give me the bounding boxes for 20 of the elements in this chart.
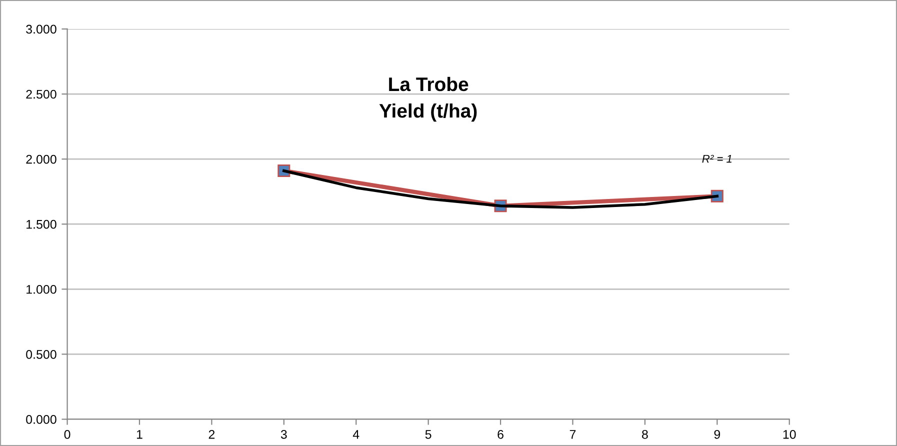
x-tick-label: 0 bbox=[64, 430, 70, 439]
y-tick-label: 1.000 bbox=[26, 284, 56, 294]
x-tick-label: 9 bbox=[714, 430, 720, 439]
y-tick-label: 1.500 bbox=[26, 220, 56, 229]
x-tick-label: 8 bbox=[642, 430, 648, 439]
x-tick-label: 3 bbox=[280, 430, 287, 439]
x-tick-label: 7 bbox=[570, 430, 576, 439]
x-tick-label: 5 bbox=[425, 430, 432, 439]
x-tick-label: 2 bbox=[208, 430, 215, 439]
x-tick-label: 10 bbox=[783, 430, 796, 439]
annotation: R² = 1 bbox=[702, 154, 732, 163]
x-tick-label: 1 bbox=[136, 430, 142, 439]
y-tick-label: 2.000 bbox=[26, 154, 56, 164]
y-tick-label: 0.500 bbox=[26, 350, 56, 359]
y-tick-label: 3.000 bbox=[26, 24, 56, 34]
x-tick-label: 4 bbox=[352, 430, 360, 439]
y-tick-label: 0.000 bbox=[26, 415, 56, 424]
text: La Trobe Yield (t/ha) bbox=[379, 76, 477, 122]
x-tick-label: 6 bbox=[498, 430, 504, 439]
y-tick-label: 2.500 bbox=[26, 90, 56, 99]
